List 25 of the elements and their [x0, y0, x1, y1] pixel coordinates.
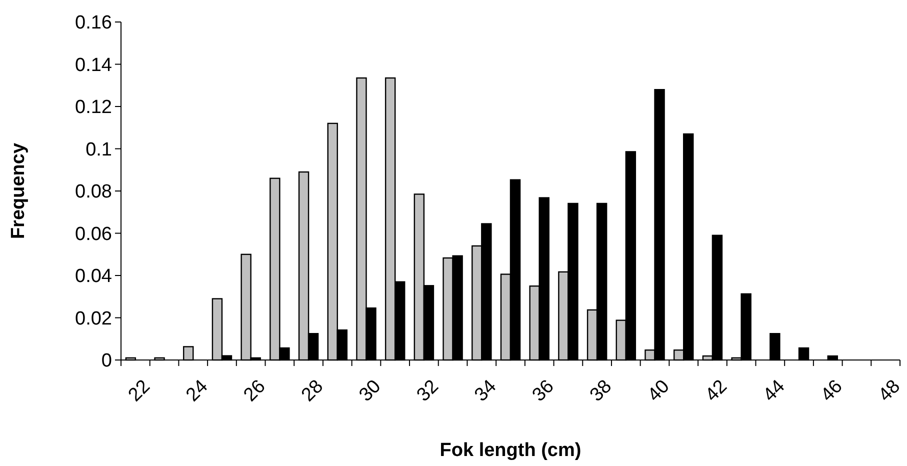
y-axis-title: Frequency — [8, 142, 29, 240]
x-tick-label: 30 — [355, 376, 386, 406]
y-tick-label: 0.04 — [75, 266, 112, 288]
y-tick-label: 0.06 — [75, 224, 112, 245]
y-tick-label: 0.14 — [75, 54, 112, 76]
y-tick-label: 0.1 — [86, 139, 112, 160]
x-tick-label: 44 — [759, 376, 790, 406]
x-tick-label: 40 — [644, 376, 674, 406]
x-axis-title: Fok length (cm) — [440, 440, 582, 461]
x-tick-label: 46 — [817, 376, 847, 406]
x-tick-label: 28 — [298, 376, 328, 406]
x-tick-label: 24 — [182, 376, 212, 406]
y-tick-label: 0.12 — [75, 97, 112, 118]
x-tick-label: 32 — [413, 376, 443, 406]
y-tick-label: 0.02 — [75, 308, 112, 330]
x-tick-label: 38 — [586, 376, 616, 406]
x-tick-label: 22 — [124, 376, 154, 406]
y-tick-label: 0 — [101, 350, 112, 372]
x-tick-label: 26 — [240, 376, 270, 406]
y-tick-label: 0.16 — [75, 12, 112, 34]
y-tick-label: 0.08 — [75, 182, 112, 203]
x-tick-label: 36 — [528, 376, 558, 406]
x-tick-label: 34 — [470, 376, 501, 406]
x-tick-label: 48 — [874, 376, 905, 406]
x-tick-label: 42 — [702, 376, 732, 406]
